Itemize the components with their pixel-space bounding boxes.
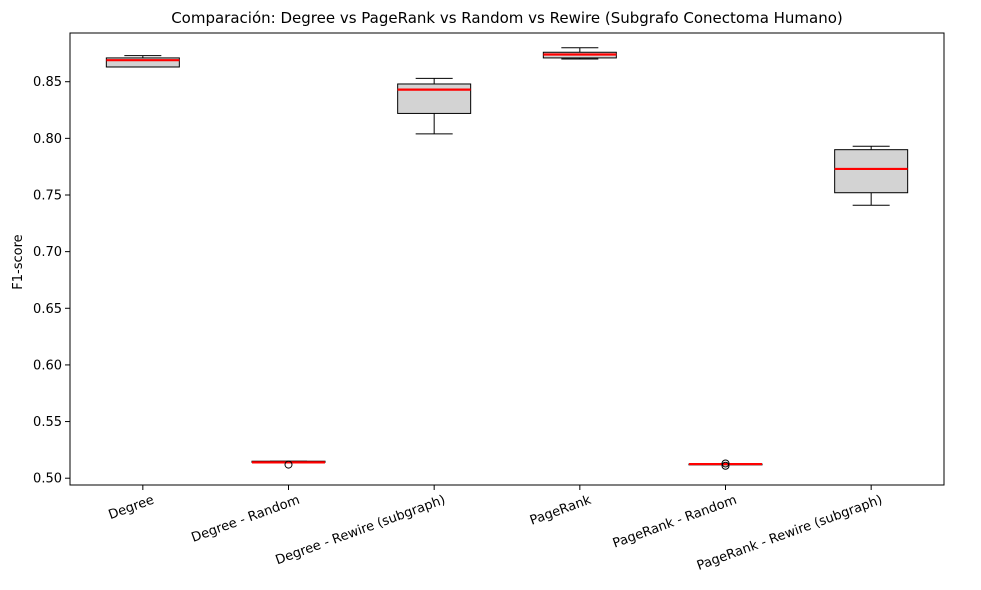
y-tick-label: 0.75 [33, 188, 62, 203]
y-tick-label: 0.70 [33, 245, 62, 260]
box-plot-6 [834, 145, 909, 206]
y-axis-ticks: 0.50 0.55 0.60 0.65 0.70 0.75 0.80 0.85 [33, 75, 70, 487]
box-iqr [105, 57, 180, 68]
y-tick-label: 0.85 [33, 75, 62, 90]
y-tick-label: 0.50 [33, 472, 62, 487]
y-tick-label: 0.55 [33, 415, 62, 430]
box-plot-5 [688, 459, 763, 470]
y-axis-label: F1-score [11, 234, 26, 289]
outlier-point [721, 461, 730, 470]
y-tick-label: 0.65 [33, 302, 62, 317]
box-iqr [397, 83, 472, 114]
y-tick-label: 0.60 [33, 358, 62, 373]
plot-area-frame [69, 32, 945, 486]
chart-title: Comparación: Degree vs PageRank vs Rando… [171, 9, 843, 27]
x-tick-label: PageRank [528, 493, 594, 529]
y-tick-label: 0.80 [33, 132, 62, 147]
box-plot-4 [542, 47, 617, 60]
outlier-point [721, 459, 730, 468]
boxes-layer [105, 47, 909, 470]
x-tick-label: Degree [107, 493, 157, 523]
box-iqr [834, 149, 909, 194]
outlier-point [284, 460, 293, 469]
box-plot-2 [251, 460, 326, 469]
x-tick-label: PageRank - Random [611, 493, 739, 552]
x-tick-label: Degree - Random [190, 493, 302, 546]
box-plot-3 [397, 77, 472, 135]
box-plot-1 [105, 55, 180, 68]
